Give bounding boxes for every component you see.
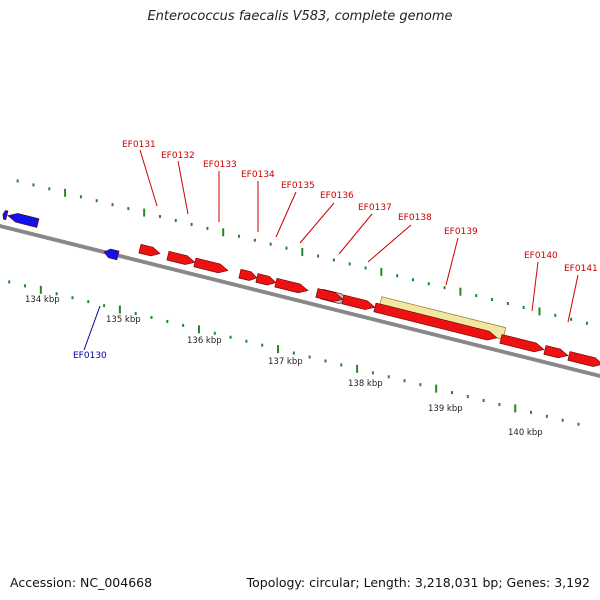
gene-label[interactable]: EF0139: [444, 227, 478, 237]
gene-label-leader: [531, 261, 539, 312]
gene-arrow[interactable]: [238, 268, 258, 281]
gene-arrow[interactable]: [567, 351, 600, 367]
gene-arrow[interactable]: [274, 277, 309, 294]
kbp-label: 136 kbp: [187, 336, 222, 346]
gene-label-leader: [367, 224, 412, 263]
kbp-label: 134 kbp: [25, 295, 60, 305]
kbp-label: 137 kbp: [268, 357, 303, 367]
gene-label[interactable]: EF0138: [398, 213, 432, 223]
kbp-label: 140 kbp: [508, 428, 543, 438]
kbp-label: 135 kbp: [106, 315, 141, 325]
gene-label-leader: [445, 237, 459, 286]
gene-label[interactable]: EF0131: [122, 140, 156, 150]
gene-label[interactable]: EF0141: [564, 264, 598, 274]
lower-tick-row: [8, 280, 580, 426]
gene-label[interactable]: EF0136: [320, 191, 354, 201]
gene-arrow[interactable]: [138, 243, 161, 257]
gene-label[interactable]: EF0130: [73, 351, 107, 361]
gene-label[interactable]: EF0132: [161, 151, 195, 161]
gene-arrow[interactable]: [193, 257, 229, 274]
genome-backbone: [0, 223, 600, 379]
gene-arrow[interactable]: [543, 345, 569, 359]
upper-tick-row: [16, 179, 588, 325]
gene-label-leader: [275, 191, 297, 238]
gene-label-leader: [567, 274, 579, 323]
gene-arrow[interactable]: [373, 302, 498, 341]
gene-arrow[interactable]: [499, 334, 545, 353]
topology-info: Topology: circular; Length: 3,218,031 bp…: [246, 575, 590, 590]
gene-arrow[interactable]: [7, 213, 40, 228]
gene-arrow[interactable]: [341, 294, 376, 310]
gene-label[interactable]: EF0135: [281, 181, 315, 191]
kbp-label: 138 kbp: [348, 379, 383, 389]
gene-label[interactable]: EF0137: [358, 203, 392, 213]
gene-arrow[interactable]: [2, 210, 9, 221]
accession-label: Accession: NC_004668: [10, 575, 153, 590]
gene-label-leader: [299, 202, 335, 244]
gene-label-leader: [338, 213, 373, 255]
gene-arrow[interactable]: [166, 250, 196, 265]
gene-label-leader: [177, 160, 189, 215]
gene-arrow[interactable]: [315, 288, 344, 302]
gene-label[interactable]: EF0140: [524, 251, 558, 261]
genome-title: Enterococcus faecalis V583, complete gen…: [147, 9, 453, 24]
gene-arrow[interactable]: [255, 273, 277, 286]
gene-label-leader: [139, 149, 158, 207]
gene-label-leader: [83, 305, 101, 351]
kbp-label: 139 kbp: [428, 404, 463, 414]
gene-arrow[interactable]: [103, 248, 120, 261]
gene-label[interactable]: EF0133: [203, 160, 237, 170]
gene-label[interactable]: EF0134: [241, 170, 275, 180]
